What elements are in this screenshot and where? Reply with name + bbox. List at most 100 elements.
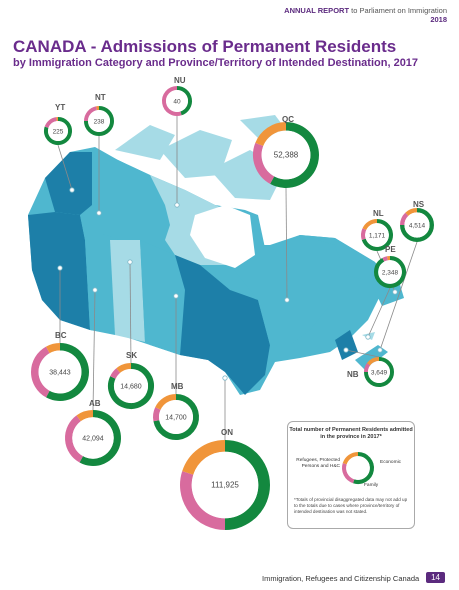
YT-economic-segment (44, 117, 72, 145)
region-quebec (230, 235, 345, 345)
BC-family-segment (31, 346, 50, 398)
ON-location-dot (222, 375, 228, 381)
SK-province-code: SK (126, 351, 137, 360)
NB-location-dot (343, 347, 349, 353)
legend-refugees-segment (342, 452, 359, 465)
hudson-bay (190, 205, 255, 268)
PE-donut-center (378, 260, 402, 284)
NS-economic-segment (400, 208, 434, 242)
SK-economic-segment (108, 363, 154, 409)
donut-sk: 14,680 SK (108, 351, 154, 409)
page-title: CANADA - Admissions of Permanent Residen… (13, 37, 397, 56)
QC-economic-segment (270, 122, 319, 188)
MB-donut-center (158, 399, 194, 435)
report-year: 2018 (430, 15, 447, 24)
AB-province-code: AB (89, 399, 101, 408)
NU-location-dot (174, 202, 180, 208)
NB-leader-line (345, 349, 380, 358)
QC-leader-line (285, 187, 288, 301)
NB-total-value: 3,649 (371, 370, 388, 377)
ON-family-segment (180, 471, 226, 530)
NT-family-segment (84, 106, 98, 122)
YT-location-dot (69, 187, 75, 193)
legend-box: Total number of Permanent Residents admi… (287, 421, 415, 529)
NB-refugees-segment (366, 357, 380, 366)
report-header-bold: ANNUAL REPORT (284, 6, 350, 15)
NL-total-value: 1,171 (369, 233, 386, 240)
QC-donut-center (261, 130, 311, 180)
PE-total-value: 2,348 (382, 270, 399, 277)
NU-donut-center (166, 90, 188, 112)
MB-province-code: MB (171, 382, 184, 391)
ON-province-code: ON (221, 428, 233, 437)
region-manitoba (140, 240, 185, 355)
page-number: 14 (426, 572, 445, 583)
NS-location-dot (377, 347, 383, 353)
page-subtitle: by Immigration Category and Province/Ter… (13, 57, 419, 69)
NT-province-code: NT (95, 93, 106, 102)
SK-leader-line (129, 261, 132, 364)
PE-family-segment (382, 256, 388, 262)
MB-economic-segment (153, 394, 199, 440)
QC-province-code: QC (282, 115, 294, 124)
PE-province-code: PE (385, 245, 396, 254)
NS-leader-line (379, 241, 418, 351)
region-labrador (300, 235, 375, 280)
donut-nt: 238 NT (84, 93, 114, 136)
QC-total-value: 52,388 (274, 151, 299, 160)
legend-label-refugees: Refugees, Protected Persons and H&C (296, 458, 340, 469)
NL-donut-center (365, 223, 389, 247)
QC-family-segment (253, 142, 275, 184)
NL-family-segment (361, 228, 367, 240)
NS-family-segment (400, 212, 409, 226)
YT-family-segment (44, 117, 57, 129)
NL-refugees-segment (362, 219, 378, 231)
NB-economic-segment (364, 357, 394, 387)
NU-economic-segment (176, 86, 192, 116)
MB-family-segment (153, 407, 161, 422)
NU-province-code: NU (174, 76, 186, 85)
YT-donut-center (48, 121, 68, 141)
NT-total-value: 238 (94, 119, 105, 126)
legend-economic-segment (353, 452, 374, 484)
NL-location-dot (392, 289, 398, 295)
YT-province-code: YT (55, 103, 65, 112)
NS-total-value: 4,514 (409, 223, 426, 230)
PE-leader-line (367, 287, 391, 338)
QC-refugees-segment (255, 122, 287, 147)
SK-donut-center (113, 368, 149, 404)
report-header-rest: to Parliament on Immigration (351, 6, 447, 15)
donut-ab: 42,094 AB (65, 399, 121, 466)
donut-mb: 14,700 MB (153, 382, 199, 440)
donut-ns: 4,514 NS (400, 200, 434, 242)
AB-total-value: 42,094 (82, 436, 104, 443)
NS-province-code: NS (413, 200, 425, 209)
NS-donut-center (404, 212, 430, 238)
legend-footnote: *Totals of provincial disaggregated data… (294, 497, 408, 514)
NU-total-value: 40 (173, 99, 181, 106)
NB-donut-center (368, 361, 390, 383)
donut-yt: 225 YT (44, 103, 72, 145)
legend-label-economic: Economic (380, 460, 402, 465)
donut-qc: 52,388 QC (253, 115, 319, 188)
NS-refugees-segment (405, 208, 418, 216)
legend-family-segment (342, 463, 355, 484)
donut-nb: 3,649 NB (347, 357, 394, 387)
footer-text: Immigration, Refugees and Citizenship Ca… (262, 574, 420, 583)
MB-total-value: 14,700 (165, 415, 187, 422)
BC-location-dot (57, 265, 63, 271)
BC-donut-center (38, 350, 82, 394)
SK-family-segment (110, 368, 121, 379)
region-saskatchewan (110, 240, 145, 342)
NT-location-dot (96, 210, 102, 216)
region-alberta (80, 215, 115, 335)
BC-refugees-segment (46, 343, 61, 354)
YT-total-value: 225 (53, 129, 64, 136)
legend-donut (342, 452, 374, 484)
province-donuts: 225 YT 238 NT 40 NU 52,388 QC 1,171 NL 4,514 NS 2,34… (31, 76, 434, 530)
QC-location-dot (284, 297, 290, 303)
ON-refugees-segment (182, 440, 226, 476)
NL-province-code: NL (373, 209, 384, 218)
legend-label-family: Family (364, 483, 379, 488)
